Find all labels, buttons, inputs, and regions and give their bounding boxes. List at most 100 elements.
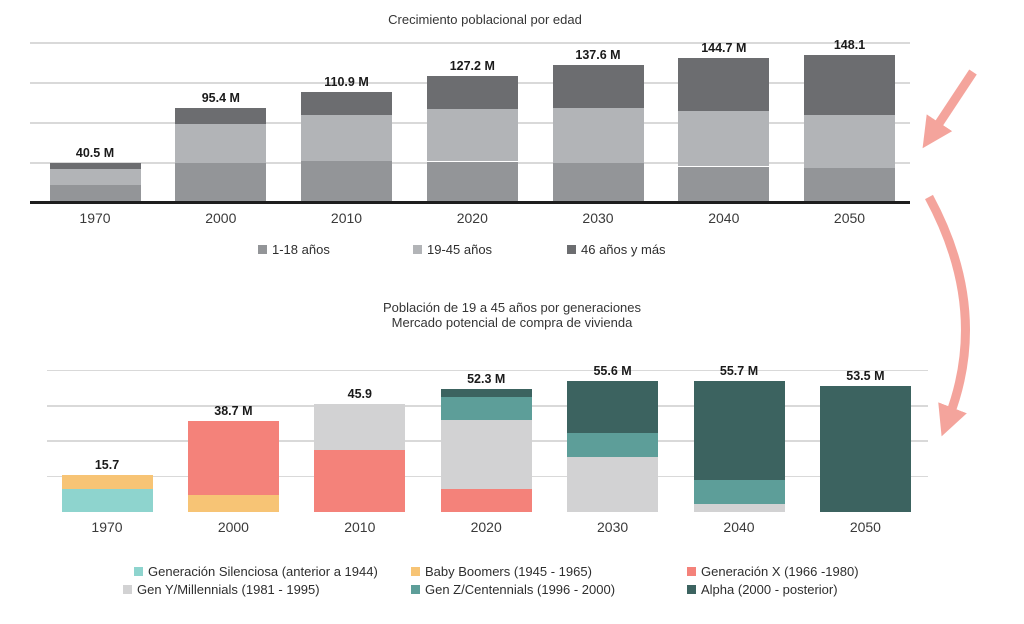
bar-value-label: 55.6 M [593, 363, 632, 378]
bar-2040-segment [678, 58, 770, 111]
legend-item: Gen Y/Millennials (1981 - 1995) [123, 582, 320, 597]
legend-item: Generación Silenciosa (anterior a 1944) [134, 564, 378, 579]
legend-label: Gen Y/Millennials (1981 - 1995) [137, 582, 320, 597]
bar-2050-segment [804, 54, 895, 115]
bar-1970-segment [49, 185, 141, 203]
legend-item: Alpha (2000 - posterior) [687, 582, 838, 597]
bar-2040-segment [693, 380, 785, 481]
bar-1970-segment [49, 169, 141, 185]
bottom-chart-subtitle: Mercado potencial de compra de vivienda [391, 315, 633, 330]
bar-2040-segment [678, 110, 770, 167]
bar-value-label: 55.7 M [719, 363, 759, 378]
legend-label: Alpha (2000 - posterior) [701, 582, 838, 597]
bar-2000-segment [175, 124, 267, 163]
bar-2020-segment [426, 75, 518, 110]
legend-label: Generación Silenciosa (anterior a 1944) [148, 564, 378, 579]
x-axis-year-label: 2000 [217, 518, 249, 535]
bar-2000-segment [175, 162, 267, 203]
x-axis-year-label: 2010 [344, 518, 376, 535]
bottom-chart-title: Población de 19 a 45 años por generacion… [382, 300, 642, 315]
bar-value-label: 45.9 [347, 386, 372, 401]
bar-2020-segment [426, 109, 518, 162]
bar-2030-segment [567, 380, 659, 434]
legend-swatch-icon [123, 585, 132, 594]
bar-2000-segment [187, 420, 279, 495]
x-axis-year-label: 1970 [79, 209, 111, 226]
legend-swatch-icon [567, 244, 576, 254]
bar-2010-segment [301, 92, 392, 116]
x-axis-year-label: 2020 [456, 209, 488, 226]
bar-2010-segment [314, 403, 406, 450]
legend-item: Baby Boomers (1945 - 1965) [411, 564, 592, 579]
bar-value-label: 53.5 M [846, 368, 885, 383]
bar-1970-segment [61, 474, 153, 490]
bar-value-label: 110.9 M [324, 75, 369, 90]
bar-2020-segment [426, 161, 518, 203]
legend-label: 46 años y más [581, 241, 666, 257]
x-axis-year-label: 2050 [833, 209, 866, 226]
bar-2010-segment [314, 449, 406, 512]
bar-2010-segment [301, 161, 392, 203]
x-axis-year-label: 2000 [205, 209, 237, 226]
bar-1970-segment [49, 162, 141, 170]
bar-2050-segment [804, 168, 895, 203]
legend-swatch-icon [413, 244, 422, 254]
legend-label: Generación X (1966 -1980) [701, 564, 859, 579]
bar-value-label: 38.7 M [214, 403, 253, 418]
legend-label: 1-18 años [272, 241, 330, 257]
x-axis-year-label: 2010 [330, 209, 363, 226]
bar-2020-segment [440, 489, 532, 512]
legend-label: 19-45 años [427, 241, 493, 257]
bar-2030-segment [552, 163, 644, 203]
bar-2000-segment [175, 107, 267, 124]
x-axis-year-label: 2030 [582, 209, 614, 226]
x-axis-year-label: 2030 [597, 518, 629, 535]
gridline [30, 42, 910, 44]
gridline [47, 369, 928, 372]
legend-item: 46 años y más [567, 242, 666, 257]
legend-label: Baby Boomers (1945 - 1965) [425, 564, 592, 579]
bar-2050-segment [804, 114, 895, 169]
legend-swatch-icon [687, 567, 696, 576]
bar-value-label: 137.6 M [575, 48, 621, 63]
bar-2020-segment [440, 419, 532, 490]
legend-label: Gen Z/Centennials (1996 - 2000) [425, 582, 616, 597]
bar-2040-segment [693, 480, 785, 504]
legend-swatch-icon [411, 585, 420, 594]
arrow-straight-down-left-icon [922, 69, 977, 149]
bar-value-label: 52.3 M [467, 371, 506, 386]
bar-2030-segment [552, 65, 644, 108]
bar-value-label: 127.2 M [449, 58, 495, 73]
bar-2010-segment [301, 115, 392, 161]
bar-value-label: 40.5 M [75, 145, 115, 160]
bar-value-label: 148.1 [833, 37, 866, 52]
x-axis-year-label: 2040 [723, 518, 755, 535]
bar-2050-segment [819, 385, 911, 512]
legend-item: Generación X (1966 -1980) [687, 564, 859, 579]
top-chart-title: Crecimiento poblacional por edad [388, 12, 582, 27]
x-axis-line [30, 201, 910, 204]
bar-2040-segment [693, 503, 785, 512]
x-axis-year-label: 2020 [470, 518, 502, 535]
legend-swatch-icon [687, 585, 696, 594]
legend-item: Gen Z/Centennials (1996 - 2000) [411, 582, 615, 597]
legend-item: 19-45 años [413, 242, 492, 257]
x-axis-year-label: 2040 [708, 209, 740, 226]
bar-value-label: 144.7 M [701, 41, 747, 56]
legend-swatch-icon [411, 567, 420, 576]
bar-2030-segment [552, 107, 644, 164]
legend-swatch-icon [258, 244, 267, 254]
bar-1970-segment [61, 489, 153, 512]
bar-2000-segment [187, 494, 279, 512]
bar-2030-segment [567, 433, 659, 457]
x-axis-year-label: 1970 [91, 518, 123, 535]
bar-2030-segment [567, 456, 659, 512]
bar-value-label: 15.7 [94, 457, 120, 472]
bar-2020-segment [440, 388, 532, 397]
legend-swatch-icon [134, 567, 143, 576]
bar-value-label: 95.4 M [201, 90, 240, 105]
x-axis-year-label: 2050 [849, 518, 881, 535]
bar-2040-segment [678, 166, 770, 203]
bar-2020-segment [440, 396, 532, 420]
